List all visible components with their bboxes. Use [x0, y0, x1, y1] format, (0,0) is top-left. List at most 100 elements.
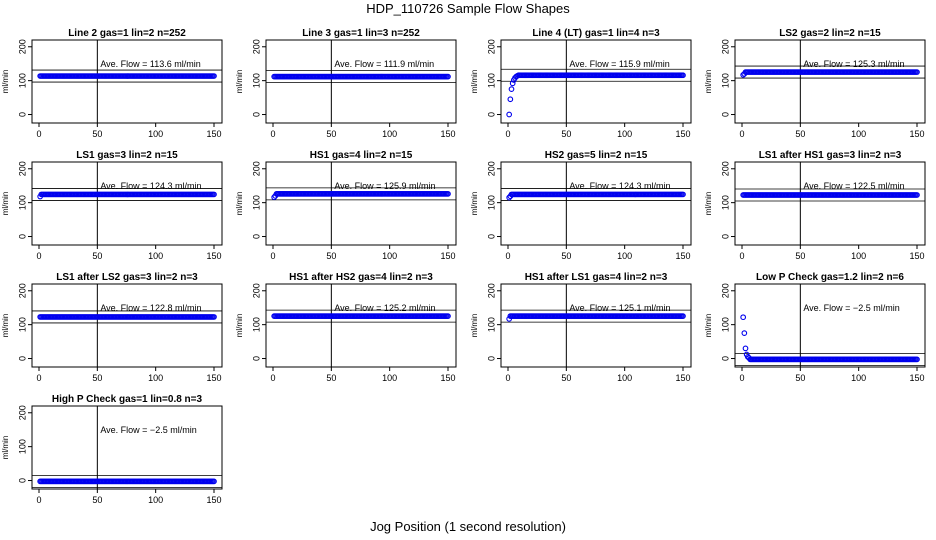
y-axis-label: ml/min — [704, 70, 713, 94]
x-tick-label: 0 — [739, 251, 744, 261]
average-flow-annotation: Ave. Flow = −2.5 ml/min — [100, 425, 196, 435]
x-tick-label: 150 — [675, 251, 690, 261]
panel-1: Line 2 gas=1 lin=2 n=252 ml/min 0 100 200 0 50… — [1, 28, 223, 139]
panel-title: Line 2 gas=1 lin=2 n=252 — [68, 28, 186, 39]
x-tick-label: 100 — [851, 373, 866, 383]
x-tick-label: 50 — [795, 373, 805, 383]
x-tick-label: 50 — [92, 495, 102, 505]
data-point — [509, 80, 516, 87]
x-tick-label: 0 — [36, 373, 41, 383]
x-tick-label: 150 — [206, 373, 221, 383]
x-tick-label: 50 — [326, 129, 336, 139]
x-tick-label: 0 — [270, 129, 275, 139]
panel-title: LS2 gas=2 lin=2 n=15 — [779, 28, 881, 39]
x-tick-label: 150 — [440, 373, 455, 383]
x-tick-label: 0 — [270, 251, 275, 261]
plot-frame — [500, 161, 692, 246]
panel-title: HS2 gas=5 lin=2 n=15 — [545, 150, 648, 161]
x-tick-label: 100 — [617, 373, 632, 383]
y-tick-label: 0 — [486, 234, 496, 239]
x-tick-label: 50 — [795, 129, 805, 139]
average-flow-annotation: Ave. Flow = 124.3 ml/min — [100, 181, 201, 191]
y-tick-label: 0 — [720, 234, 730, 239]
panel-12: Low P Check gas=1.2 lin=2 n=6 ml/min 0 100 2… — [704, 272, 926, 383]
y-tick-label: 200 — [17, 161, 27, 176]
y-tick-label: 0 — [251, 356, 261, 361]
x-axis-label: Jog Position (1 second resolution) — [370, 519, 566, 534]
plot-frame — [31, 39, 223, 124]
x-tick-label: 100 — [617, 251, 632, 261]
y-tick-label: 0 — [17, 112, 27, 117]
x-tick-label: 50 — [92, 129, 102, 139]
y-axis-label: ml/min — [470, 192, 479, 216]
average-flow-annotation: Ave. Flow = 125.1 ml/min — [569, 303, 670, 313]
average-flow-annotation: Ave. Flow = 125.9 ml/min — [334, 181, 435, 191]
x-tick-label: 100 — [851, 129, 866, 139]
plot-frame — [265, 283, 457, 368]
x-tick-label: 50 — [92, 251, 102, 261]
data-point — [680, 313, 686, 319]
y-tick-label: 200 — [720, 39, 730, 54]
y-tick-label: 100 — [720, 317, 730, 332]
data-point — [211, 191, 217, 198]
y-axis-label: ml/min — [235, 70, 244, 94]
x-tick-label: 0 — [739, 373, 744, 383]
data-point — [445, 313, 451, 319]
y-tick-label: 200 — [720, 283, 730, 298]
x-tick-label: 0 — [505, 251, 510, 261]
plot-frame — [265, 39, 457, 124]
panel-title: LS1 after HS1 gas=3 lin=2 n=3 — [759, 150, 902, 161]
y-tick-label: 200 — [486, 283, 496, 298]
panel-title: LS1 after LS2 gas=3 lin=2 n=3 — [56, 272, 198, 283]
data-point — [680, 191, 686, 198]
x-tick-label: 0 — [36, 495, 41, 505]
y-tick-label: 200 — [17, 283, 27, 298]
data-point — [914, 192, 920, 198]
average-flow-annotation: Ave. Flow = 111.9 ml/min — [334, 59, 434, 69]
data-point — [914, 69, 920, 75]
y-tick-label: 100 — [17, 195, 27, 210]
y-tick-label: 100 — [17, 439, 27, 454]
y-tick-label: 200 — [486, 161, 496, 176]
y-tick-label: 0 — [720, 356, 730, 361]
data-point — [506, 111, 513, 118]
panel-title: HS1 gas=4 lin=2 n=15 — [310, 150, 413, 161]
x-tick-label: 50 — [561, 373, 571, 383]
y-tick-label: 0 — [251, 234, 261, 239]
x-tick-label: 0 — [505, 129, 510, 139]
x-tick-label: 150 — [909, 373, 924, 383]
y-tick-label: 200 — [17, 39, 27, 54]
y-tick-label: 0 — [17, 478, 27, 483]
y-tick-label: 0 — [720, 112, 730, 117]
plot-frame — [31, 405, 223, 490]
panel-10: HS1 after HS2 gas=4 lin=2 n=3 ml/min 0 100 2… — [235, 272, 457, 383]
panel-6: HS1 gas=4 lin=2 n=15 ml/min 0 100 200 0 50 100 1… — [235, 150, 457, 261]
y-tick-label: 200 — [251, 161, 261, 176]
panel-5: LS1 gas=3 lin=2 n=15 ml/min 0 100 200 0 50 100 1… — [1, 150, 223, 261]
x-tick-label: 0 — [505, 373, 510, 383]
data-point — [507, 96, 514, 103]
y-tick-label: 200 — [17, 405, 27, 420]
x-tick-label: 50 — [92, 373, 102, 383]
data-point — [741, 330, 748, 336]
x-tick-label: 100 — [617, 129, 632, 139]
data-point — [211, 73, 217, 79]
plot-frame — [500, 283, 692, 368]
y-axis-label: ml/min — [1, 192, 10, 216]
data-point — [508, 86, 515, 92]
y-tick-label: 100 — [486, 73, 496, 88]
average-flow-annotation: Ave. Flow = 113.6 ml/min — [100, 59, 200, 69]
data-point — [740, 314, 747, 321]
x-tick-label: 100 — [148, 251, 163, 261]
x-tick-label: 50 — [326, 251, 336, 261]
plot-frame — [734, 161, 926, 246]
panel-9: LS1 after LS2 gas=3 lin=2 n=3 ml/min 0 100 2… — [1, 272, 223, 383]
average-flow-annotation: Ave. Flow = 125.3 ml/min — [803, 59, 904, 69]
y-tick-label: 100 — [17, 317, 27, 332]
y-tick-label: 200 — [251, 39, 261, 54]
y-tick-label: 200 — [486, 39, 496, 54]
x-tick-label: 150 — [675, 129, 690, 139]
panel-7: HS2 gas=5 lin=2 n=15 ml/min 0 100 200 0 50 100 1… — [470, 150, 692, 261]
panel-13: High P Check gas=1 lin=0.8 n=3 ml/min 0 100… — [1, 394, 223, 505]
